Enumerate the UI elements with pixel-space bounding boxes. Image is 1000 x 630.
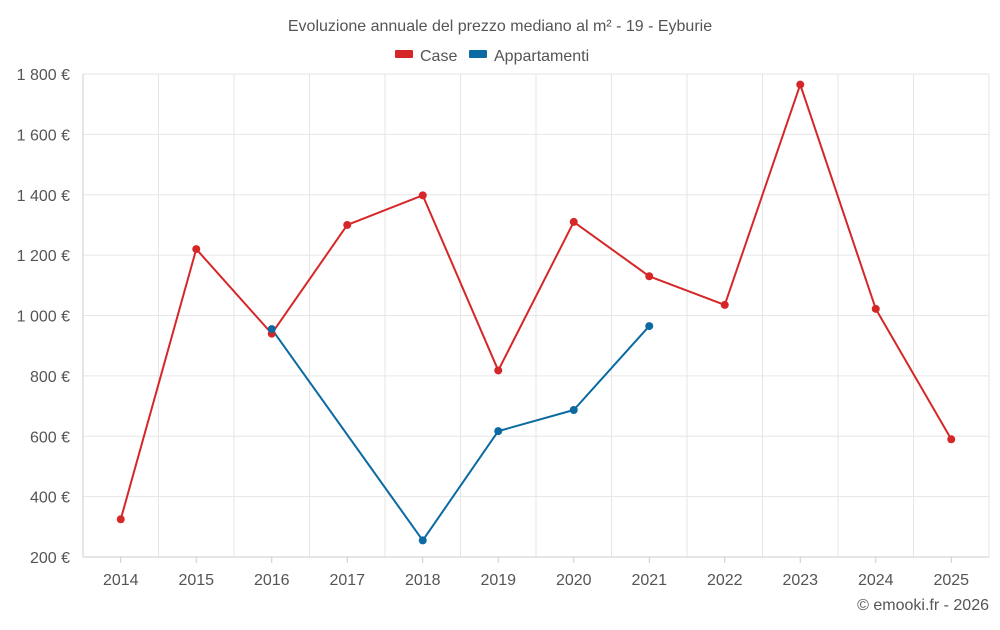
data-point-case-2021[interactable]	[645, 272, 654, 281]
data-point-appartamenti-2016[interactable]	[267, 325, 276, 334]
x-tick-label: 2022	[707, 572, 743, 589]
y-axis: 200 € 400 € 600 € 800 € 1 000 € 1 200 € 1 400 …	[17, 67, 84, 567]
legend-swatch-case	[395, 50, 413, 58]
x-tick-label: 2023	[782, 572, 818, 589]
copyright-credit: © emooki.fr - 2026	[857, 597, 989, 614]
y-tick-label: 1 800 €	[17, 67, 70, 84]
data-point-case-2024[interactable]	[871, 304, 880, 313]
data-point-case-2023[interactable]	[796, 80, 805, 89]
data-point-case-2018[interactable]	[418, 191, 427, 200]
x-tick-label: 2016	[254, 572, 290, 589]
y-tick-label: 400 €	[30, 490, 70, 507]
legend: Case Appartamenti	[395, 48, 589, 65]
x-tick-label: 2021	[631, 572, 667, 589]
y-tick-label: 600 €	[30, 429, 70, 446]
data-point-case-2025[interactable]	[947, 435, 956, 444]
legend-label-case: Case	[420, 48, 457, 65]
series-line-case	[119, 83, 953, 520]
x-tick-label: 2025	[933, 572, 969, 589]
data-point-case-2015[interactable]	[192, 245, 201, 254]
data-point-case-2019[interactable]	[494, 366, 503, 375]
y-tick-label: 200 €	[30, 550, 70, 567]
data-point-appartamenti-2018[interactable]	[418, 536, 427, 545]
chart-title: Evoluzione annuale del prezzo mediano al…	[288, 18, 712, 35]
x-tick-label: 2024	[858, 572, 894, 589]
y-tick-label: 1 200 €	[17, 248, 70, 265]
series-layer	[116, 80, 956, 545]
x-tick-label: 2014	[103, 572, 139, 589]
data-point-case-2014[interactable]	[116, 515, 125, 524]
data-point-appartamenti-2021[interactable]	[645, 322, 654, 331]
x-tick-label: 2018	[405, 572, 441, 589]
legend-item-case[interactable]: Case	[395, 48, 457, 65]
data-point-case-2022[interactable]	[720, 300, 729, 309]
legend-item-appartamenti[interactable]: Appartamenti	[469, 48, 589, 65]
y-tick-label: 1 400 €	[17, 188, 70, 205]
data-point-case-2020[interactable]	[569, 217, 578, 226]
legend-label-appartamenti: Appartamenti	[494, 48, 589, 65]
x-tick-label: 2017	[329, 572, 365, 589]
y-tick-label: 1 000 €	[17, 309, 70, 326]
y-tick-label: 1 600 €	[17, 127, 70, 144]
legend-swatch-appartamenti	[469, 50, 487, 58]
y-tick-label: 800 €	[30, 369, 70, 386]
data-point-appartamenti-2020[interactable]	[569, 405, 578, 414]
data-point-appartamenti-2019[interactable]	[494, 427, 503, 436]
x-tick-label: 2015	[178, 572, 214, 589]
data-point-case-2017[interactable]	[343, 220, 352, 229]
x-tick-label: 2019	[480, 572, 516, 589]
grid	[83, 73, 990, 557]
x-axis: 2014 2015 2016 2017 2018 2019 2020 2021 2022 2023…	[83, 556, 989, 589]
x-tick-label: 2020	[556, 572, 592, 589]
